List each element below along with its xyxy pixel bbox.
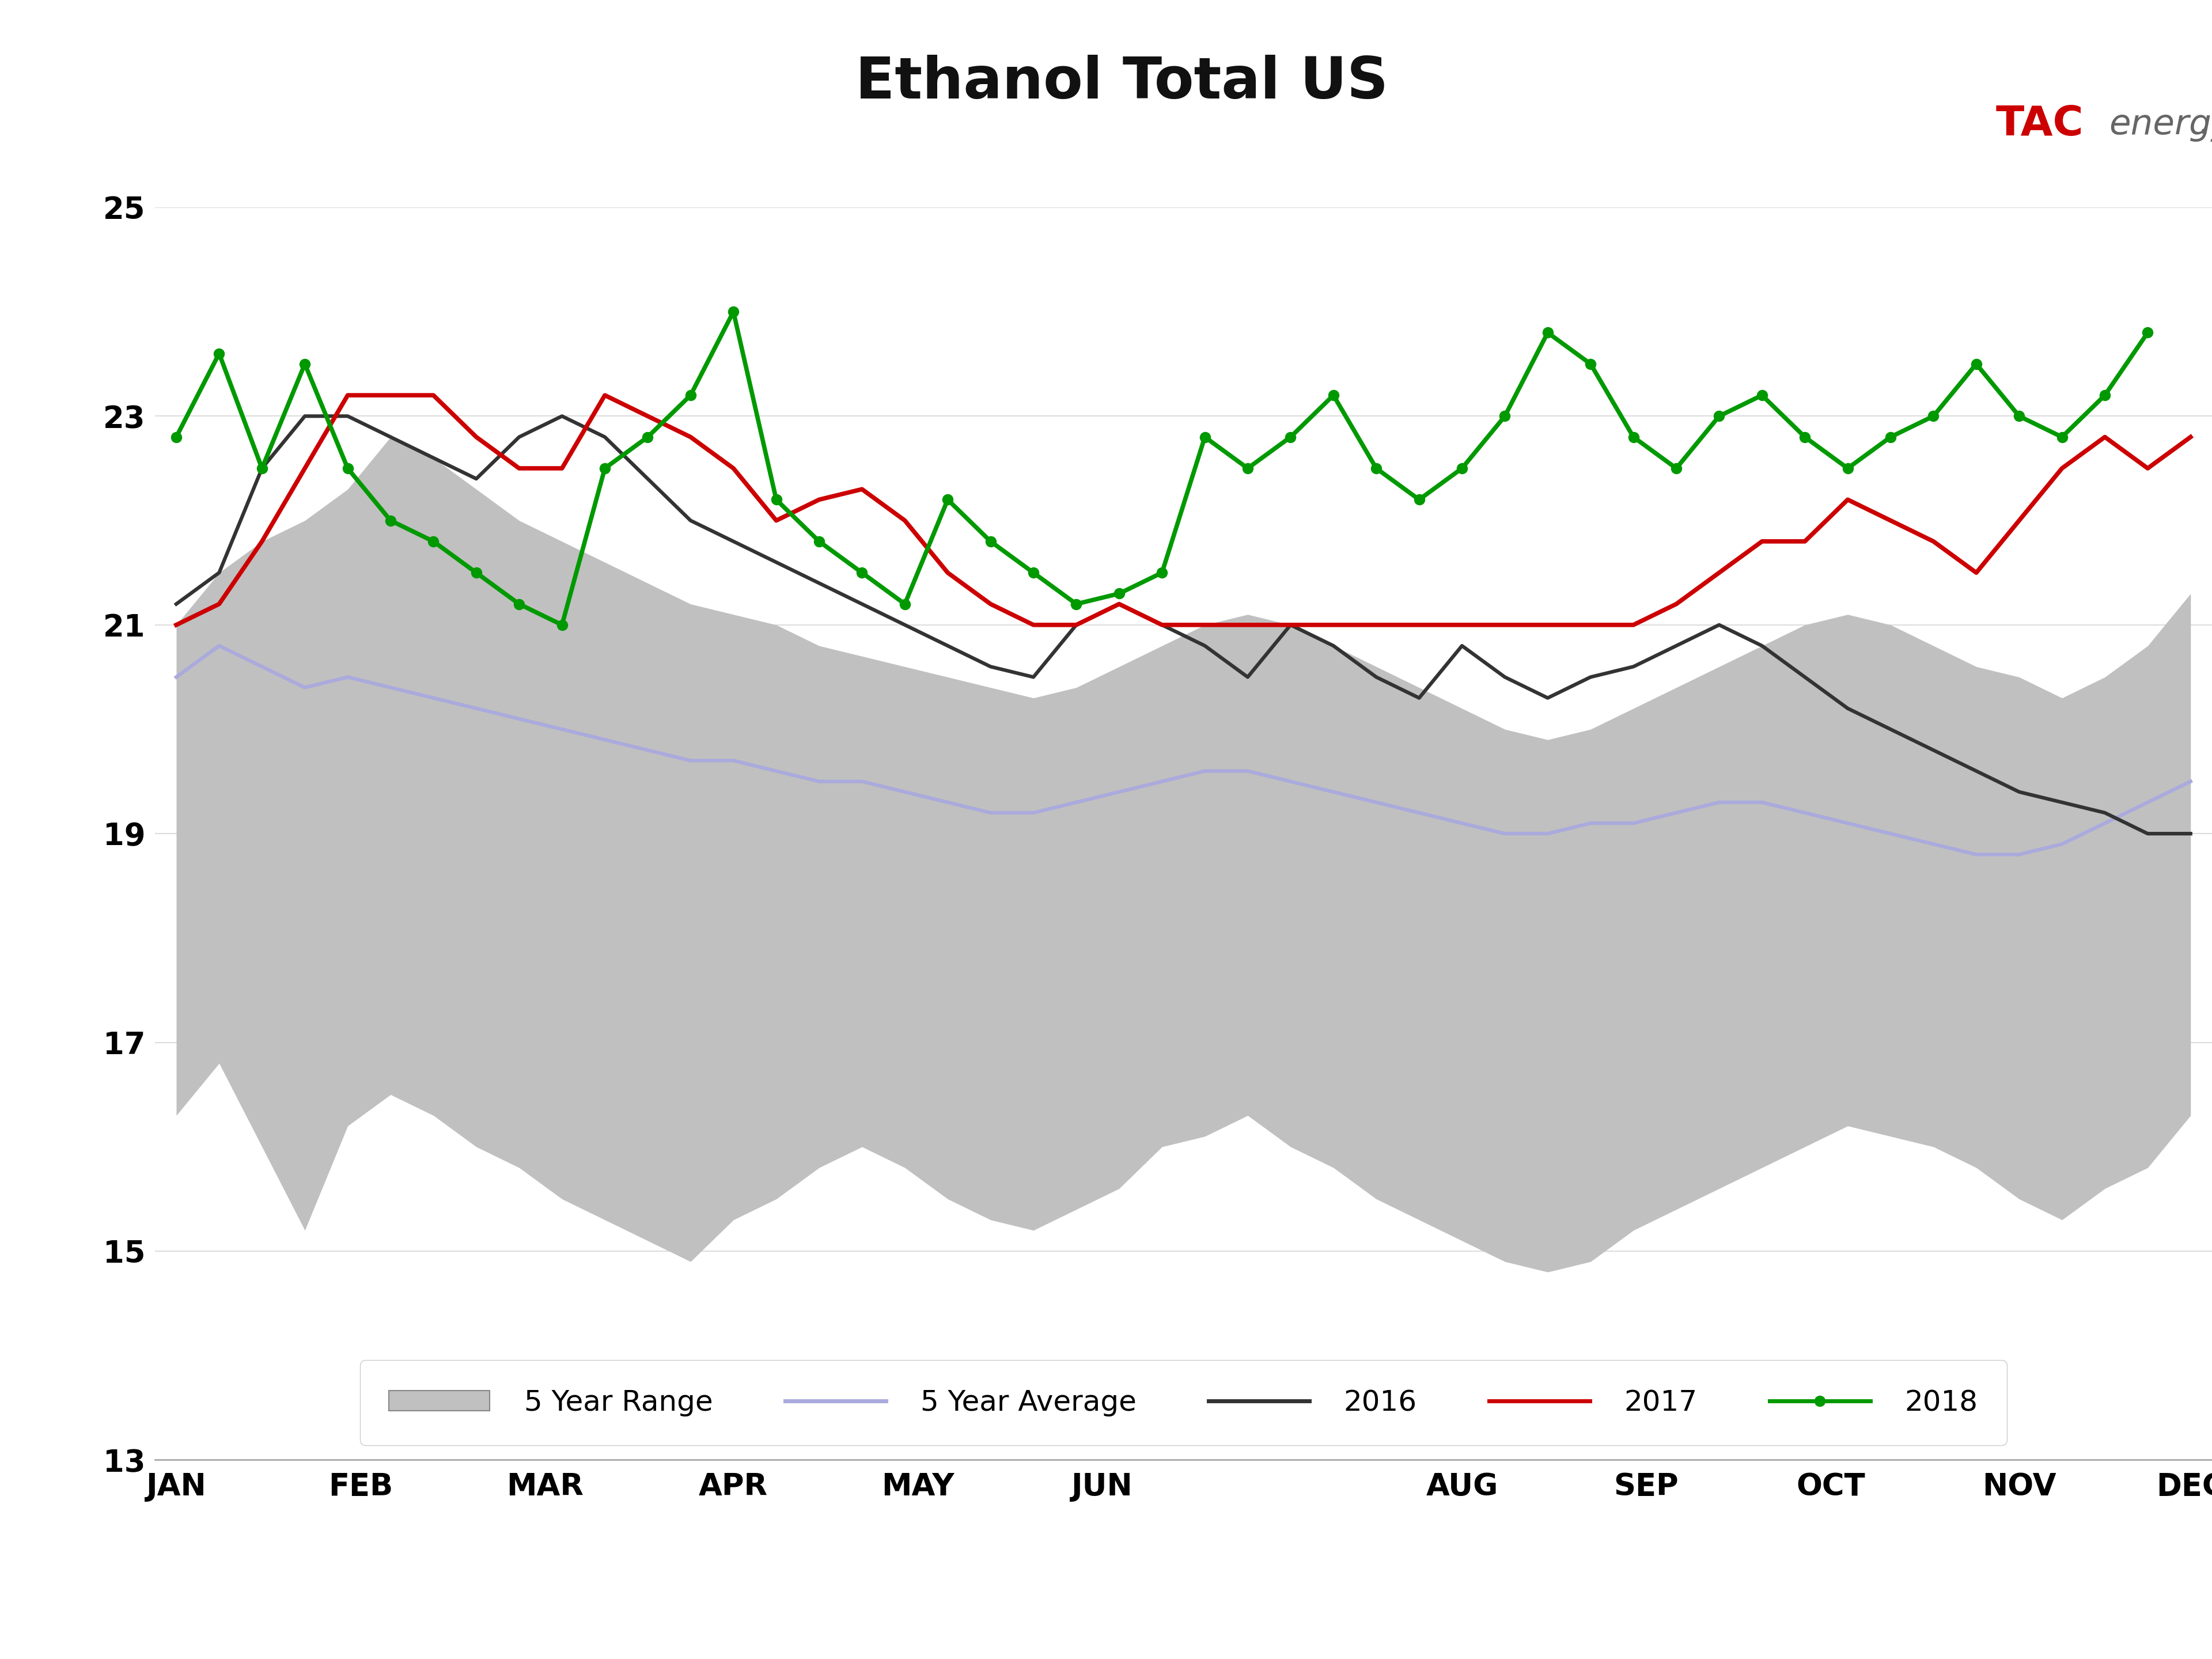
Text: Ethanol Total US: Ethanol Total US <box>856 55 1389 111</box>
Legend: 5 Year Range, 5 Year Average, 2016, 2017, 2018: 5 Year Range, 5 Year Average, 2016, 2017… <box>361 1360 2006 1445</box>
Text: TAC: TAC <box>1995 105 2084 144</box>
Text: .: . <box>2197 108 2210 141</box>
Text: energy: energy <box>2110 108 2212 141</box>
